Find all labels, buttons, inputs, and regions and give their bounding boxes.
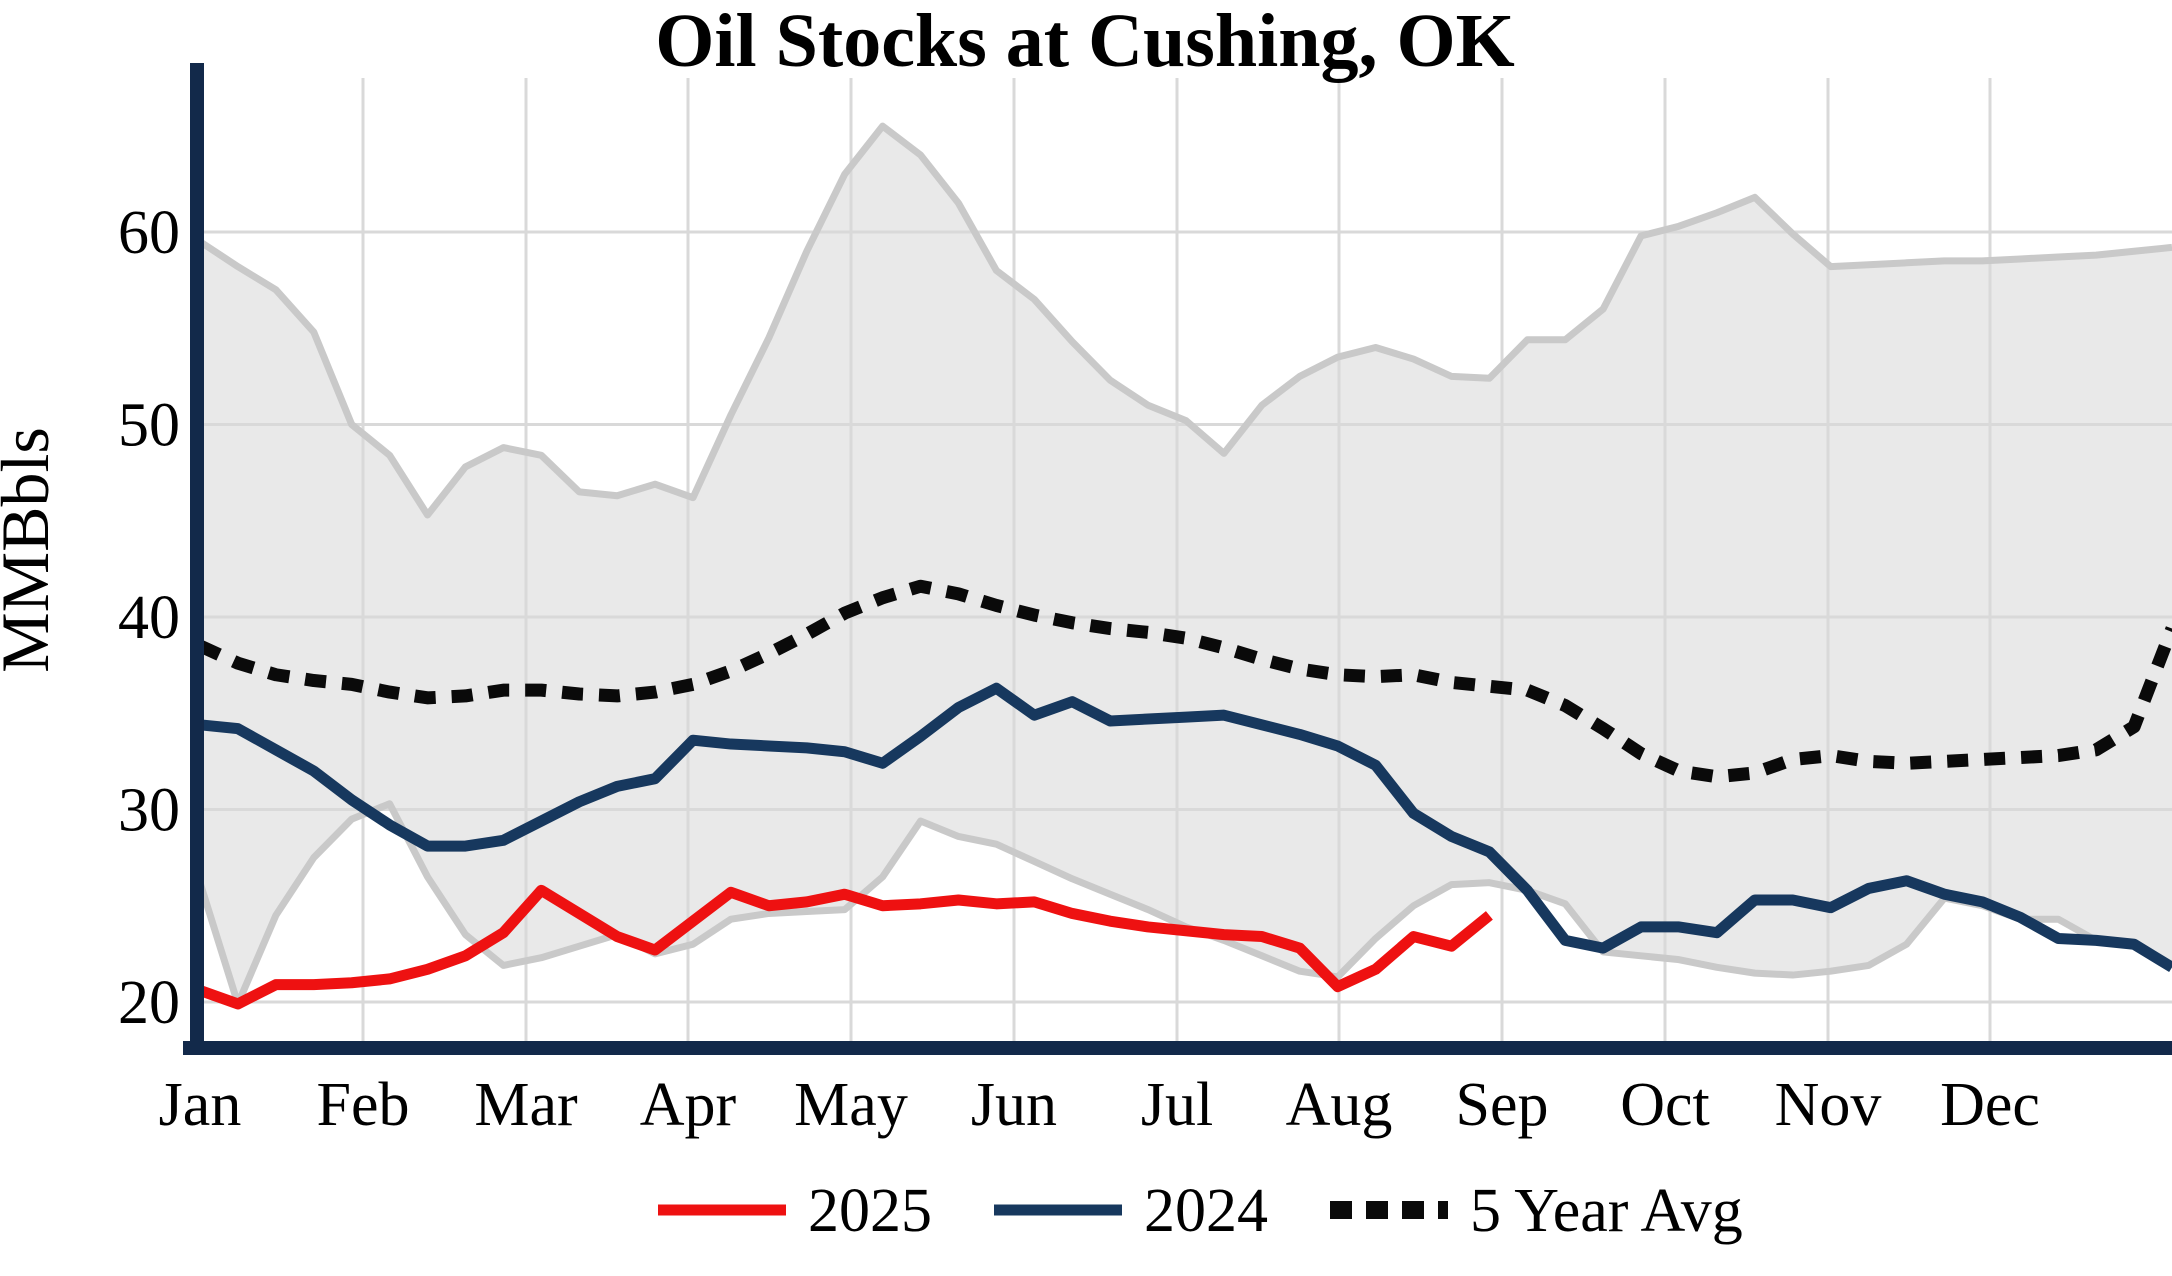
x-tick-label-nov: Nov	[1775, 1071, 1882, 1139]
x-tick-label-dec: Dec	[1940, 1071, 2040, 1139]
x-tick-label-feb: Feb	[317, 1071, 410, 1139]
y-axis-label: MMBbls	[0, 427, 63, 673]
legend: 2025 2024 5 Year Avg	[658, 1177, 1743, 1245]
bottom-axis-spine	[183, 1041, 2172, 1055]
y-tick-label-40: 40	[118, 584, 180, 652]
five-year-range-band	[200, 126, 2172, 1004]
legend-item-5-year-avg: 5 Year Avg	[1330, 1177, 1743, 1245]
x-tick-label-mar: Mar	[474, 1071, 578, 1139]
x-tick-label-apr: Apr	[640, 1071, 737, 1139]
five-year-range-fill	[200, 126, 2172, 1004]
x-tick-label-may: May	[794, 1071, 908, 1139]
chart-title: Oil Stocks at Cushing, OK	[655, 0, 1514, 83]
x-tick-label-jun: Jun	[971, 1071, 1057, 1139]
legend-label: 5 Year Avg	[1470, 1177, 1743, 1245]
gridlines	[197, 78, 2172, 1041]
x-tick-label-oct: Oct	[1620, 1071, 1710, 1139]
y-tick-label-60: 60	[118, 199, 180, 267]
five-year-max-line	[198, 122, 2172, 519]
x-tick-label-aug: Aug	[1286, 1071, 1393, 1139]
y-tick-label-30: 30	[118, 777, 180, 845]
legend-item-2024: 2024	[994, 1177, 1268, 1245]
legend-label: 2024	[1144, 1177, 1268, 1245]
x-tick-label-sep: Sep	[1456, 1071, 1549, 1139]
left-axis-spine	[190, 63, 204, 1054]
series-lines	[197, 579, 2172, 1010]
x-tick-label-jul: Jul	[1141, 1071, 1213, 1139]
axis-spines	[183, 63, 2172, 1055]
series-line-5-year-avg	[197, 579, 2172, 784]
x-tick-label-jan: Jan	[159, 1071, 242, 1139]
series-line-2025	[198, 884, 1493, 1010]
legend-label: 2025	[808, 1177, 932, 1245]
series-line-2024	[199, 682, 2172, 973]
y-tick-label-50: 50	[118, 392, 180, 460]
axis-tick-labels: 20 30 40 50 60 Jan Feb Mar Apr May Jun Jul Aug Sep Oct…	[118, 199, 2040, 1139]
legend-item-2025: 2025	[658, 1177, 932, 1245]
y-tick-label-20: 20	[118, 969, 180, 1037]
